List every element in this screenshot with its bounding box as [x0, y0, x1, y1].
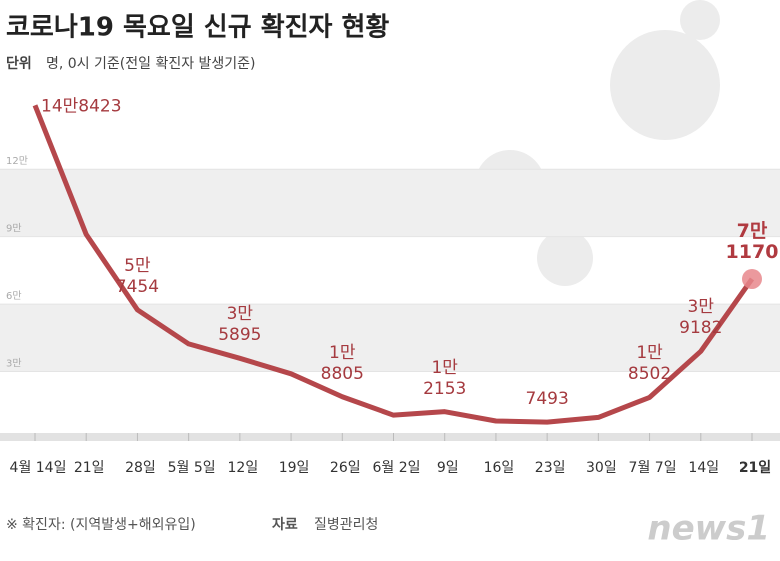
end-marker	[742, 268, 762, 289]
source-label: 자료	[272, 517, 298, 533]
value-label: 1만 8502	[627, 343, 672, 385]
x-tick-label: 28일	[125, 460, 156, 476]
chart-title: 코로나19 목요일 신규 확진자 현황	[6, 13, 389, 43]
x-tick-label: 4월 14일	[10, 460, 67, 476]
x-tick-label: 23일	[535, 460, 566, 476]
subtitle: 명, 0시 기준(전일 확진자 발생기준)	[46, 56, 256, 72]
source: 질병관리청	[314, 517, 378, 533]
y-tick-label: 3만	[6, 358, 22, 370]
value-label: 3만 5895	[218, 304, 262, 346]
x-axis	[0, 433, 780, 441]
x-tick-label: 12일	[228, 460, 259, 476]
x-tick-label: 21일	[74, 460, 105, 476]
y-tick-label: 9만	[6, 223, 22, 235]
logo: news1	[647, 509, 770, 549]
value-label: 3만 9182	[679, 297, 723, 339]
value-label: 1만 2153	[423, 357, 467, 399]
unit-label: 단위	[6, 55, 32, 72]
decoration	[475, 0, 720, 286]
value-label: 7493	[525, 389, 569, 410]
x-tick-label: 9일	[437, 460, 459, 476]
x-tick-label: 16일	[484, 460, 515, 476]
y-tick-label: 6만	[6, 290, 22, 302]
y-tick-label: 12만	[6, 155, 28, 167]
x-tick-label: 26일	[330, 460, 361, 476]
value-label: 5만 7454	[115, 255, 160, 297]
value-label: 14만8423	[41, 96, 122, 117]
x-tick-label: 6월 2일	[372, 460, 420, 476]
x-tick-label: 30일	[586, 460, 617, 476]
x-tick-label: 14일	[688, 460, 719, 476]
x-tick-label: 19일	[279, 460, 310, 476]
grid-band	[0, 304, 780, 372]
series-line	[32, 104, 755, 425]
x-tick-label: 7월 7일	[629, 460, 677, 476]
x-tick-label: 5월 5일	[168, 460, 216, 476]
value-label: 1만 8805	[320, 342, 364, 384]
note: ※ 확진자: (지역발생+해외유입)	[6, 517, 196, 533]
value-label: 7만 1170	[725, 219, 779, 263]
x-tick-label: 21일	[739, 460, 771, 476]
grid-band	[0, 169, 780, 237]
